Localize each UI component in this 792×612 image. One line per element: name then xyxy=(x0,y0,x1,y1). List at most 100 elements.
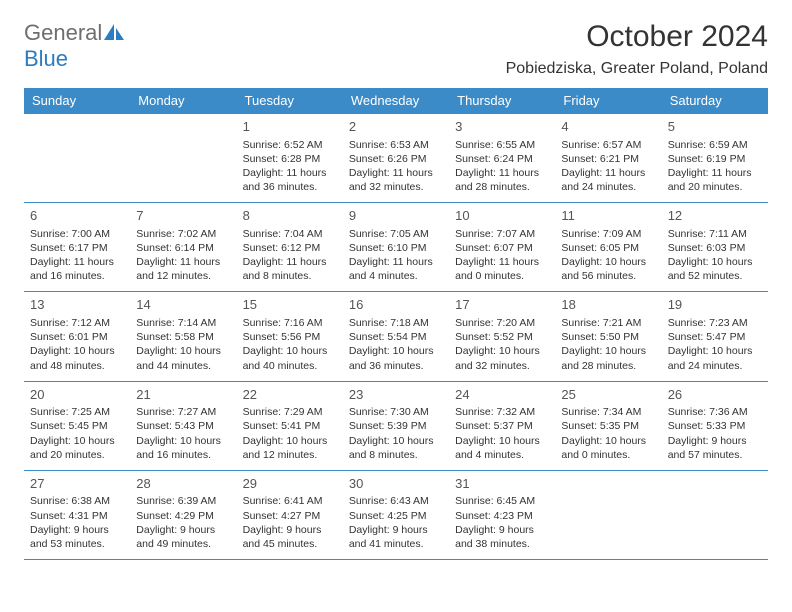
day-number: 16 xyxy=(349,296,443,314)
daylight-line: Daylight: 9 hours and 45 minutes. xyxy=(243,523,337,551)
sunrise-line: Sunrise: 7:18 AM xyxy=(349,316,443,330)
calendar-cell xyxy=(555,470,661,559)
sunset-line: Sunset: 5:50 PM xyxy=(561,330,655,344)
calendar-cell: 30Sunrise: 6:43 AMSunset: 4:25 PMDayligh… xyxy=(343,470,449,559)
sunrise-line: Sunrise: 6:45 AM xyxy=(455,494,549,508)
day-number: 20 xyxy=(30,386,124,404)
calendar-table: SundayMondayTuesdayWednesdayThursdayFrid… xyxy=(24,88,768,560)
calendar-cell: 24Sunrise: 7:32 AMSunset: 5:37 PMDayligh… xyxy=(449,381,555,470)
sunrise-line: Sunrise: 7:36 AM xyxy=(668,405,762,419)
logo: General Blue xyxy=(24,20,126,72)
month-title: October 2024 xyxy=(506,20,768,54)
sunrise-line: Sunrise: 6:55 AM xyxy=(455,138,549,152)
weekday-header: Friday xyxy=(555,88,661,114)
sunset-line: Sunset: 5:54 PM xyxy=(349,330,443,344)
sunset-line: Sunset: 5:45 PM xyxy=(30,419,124,433)
calendar-cell: 31Sunrise: 6:45 AMSunset: 4:23 PMDayligh… xyxy=(449,470,555,559)
sunset-line: Sunset: 4:25 PM xyxy=(349,509,443,523)
daylight-line: Daylight: 11 hours and 36 minutes. xyxy=(243,166,337,194)
sunrise-line: Sunrise: 7:30 AM xyxy=(349,405,443,419)
calendar-cell: 19Sunrise: 7:23 AMSunset: 5:47 PMDayligh… xyxy=(662,292,768,381)
weekday-header: Sunday xyxy=(24,88,130,114)
day-number: 30 xyxy=(349,475,443,493)
calendar-cell: 11Sunrise: 7:09 AMSunset: 6:05 PMDayligh… xyxy=(555,203,661,292)
calendar-row: 6Sunrise: 7:00 AMSunset: 6:17 PMDaylight… xyxy=(24,203,768,292)
day-number: 18 xyxy=(561,296,655,314)
day-number: 22 xyxy=(243,386,337,404)
sunset-line: Sunset: 4:27 PM xyxy=(243,509,337,523)
daylight-line: Daylight: 11 hours and 0 minutes. xyxy=(455,255,549,283)
calendar-cell: 23Sunrise: 7:30 AMSunset: 5:39 PMDayligh… xyxy=(343,381,449,470)
day-number: 21 xyxy=(136,386,230,404)
title-block: October 2024 Pobiedziska, Greater Poland… xyxy=(506,20,768,78)
calendar-cell: 7Sunrise: 7:02 AMSunset: 6:14 PMDaylight… xyxy=(130,203,236,292)
calendar-cell: 29Sunrise: 6:41 AMSunset: 4:27 PMDayligh… xyxy=(237,470,343,559)
day-number: 12 xyxy=(668,207,762,225)
sunset-line: Sunset: 5:33 PM xyxy=(668,419,762,433)
sunset-line: Sunset: 5:41 PM xyxy=(243,419,337,433)
weekday-header: Saturday xyxy=(662,88,768,114)
sunset-line: Sunset: 4:31 PM xyxy=(30,509,124,523)
day-number: 3 xyxy=(455,118,549,136)
sunset-line: Sunset: 5:37 PM xyxy=(455,419,549,433)
daylight-line: Daylight: 11 hours and 24 minutes. xyxy=(561,166,655,194)
daylight-line: Daylight: 10 hours and 44 minutes. xyxy=(136,344,230,372)
day-number: 2 xyxy=(349,118,443,136)
daylight-line: Daylight: 10 hours and 24 minutes. xyxy=(668,344,762,372)
day-number: 5 xyxy=(668,118,762,136)
day-number: 15 xyxy=(243,296,337,314)
calendar-cell: 14Sunrise: 7:14 AMSunset: 5:58 PMDayligh… xyxy=(130,292,236,381)
day-number: 29 xyxy=(243,475,337,493)
daylight-line: Daylight: 10 hours and 32 minutes. xyxy=(455,344,549,372)
sunrise-line: Sunrise: 7:00 AM xyxy=(30,227,124,241)
day-number: 27 xyxy=(30,475,124,493)
sunrise-line: Sunrise: 7:21 AM xyxy=(561,316,655,330)
day-number: 23 xyxy=(349,386,443,404)
calendar-cell: 22Sunrise: 7:29 AMSunset: 5:41 PMDayligh… xyxy=(237,381,343,470)
calendar-row: 20Sunrise: 7:25 AMSunset: 5:45 PMDayligh… xyxy=(24,381,768,470)
sunset-line: Sunset: 4:29 PM xyxy=(136,509,230,523)
day-number: 25 xyxy=(561,386,655,404)
daylight-line: Daylight: 10 hours and 36 minutes. xyxy=(349,344,443,372)
daylight-line: Daylight: 10 hours and 28 minutes. xyxy=(561,344,655,372)
daylight-line: Daylight: 11 hours and 16 minutes. xyxy=(30,255,124,283)
sunset-line: Sunset: 6:03 PM xyxy=(668,241,762,255)
sunrise-line: Sunrise: 7:05 AM xyxy=(349,227,443,241)
sunset-line: Sunset: 5:39 PM xyxy=(349,419,443,433)
sunrise-line: Sunrise: 7:29 AM xyxy=(243,405,337,419)
calendar-row: 27Sunrise: 6:38 AMSunset: 4:31 PMDayligh… xyxy=(24,470,768,559)
weekday-header: Thursday xyxy=(449,88,555,114)
daylight-line: Daylight: 10 hours and 12 minutes. xyxy=(243,434,337,462)
daylight-line: Daylight: 11 hours and 20 minutes. xyxy=(668,166,762,194)
calendar-cell: 10Sunrise: 7:07 AMSunset: 6:07 PMDayligh… xyxy=(449,203,555,292)
sunset-line: Sunset: 5:47 PM xyxy=(668,330,762,344)
day-number: 8 xyxy=(243,207,337,225)
sunrise-line: Sunrise: 6:53 AM xyxy=(349,138,443,152)
day-number: 4 xyxy=(561,118,655,136)
sunrise-line: Sunrise: 7:04 AM xyxy=(243,227,337,241)
calendar-cell: 21Sunrise: 7:27 AMSunset: 5:43 PMDayligh… xyxy=(130,381,236,470)
daylight-line: Daylight: 9 hours and 57 minutes. xyxy=(668,434,762,462)
calendar-cell xyxy=(662,470,768,559)
daylight-line: Daylight: 10 hours and 4 minutes. xyxy=(455,434,549,462)
sunset-line: Sunset: 6:19 PM xyxy=(668,152,762,166)
calendar-row: 1Sunrise: 6:52 AMSunset: 6:28 PMDaylight… xyxy=(24,114,768,203)
daylight-line: Daylight: 9 hours and 53 minutes. xyxy=(30,523,124,551)
daylight-line: Daylight: 10 hours and 20 minutes. xyxy=(30,434,124,462)
sunrise-line: Sunrise: 7:12 AM xyxy=(30,316,124,330)
sunrise-line: Sunrise: 7:02 AM xyxy=(136,227,230,241)
sunset-line: Sunset: 6:01 PM xyxy=(30,330,124,344)
day-number: 28 xyxy=(136,475,230,493)
calendar-cell: 26Sunrise: 7:36 AMSunset: 5:33 PMDayligh… xyxy=(662,381,768,470)
sunrise-line: Sunrise: 7:34 AM xyxy=(561,405,655,419)
calendar-page: General Blue October 2024 Pobiedziska, G… xyxy=(0,0,792,580)
daylight-line: Daylight: 9 hours and 41 minutes. xyxy=(349,523,443,551)
sunrise-line: Sunrise: 7:20 AM xyxy=(455,316,549,330)
sunset-line: Sunset: 6:28 PM xyxy=(243,152,337,166)
sunset-line: Sunset: 6:12 PM xyxy=(243,241,337,255)
sunset-line: Sunset: 6:10 PM xyxy=(349,241,443,255)
calendar-cell: 2Sunrise: 6:53 AMSunset: 6:26 PMDaylight… xyxy=(343,114,449,203)
sunrise-line: Sunrise: 7:27 AM xyxy=(136,405,230,419)
location-label: Pobiedziska, Greater Poland, Poland xyxy=(506,60,768,78)
day-number: 19 xyxy=(668,296,762,314)
